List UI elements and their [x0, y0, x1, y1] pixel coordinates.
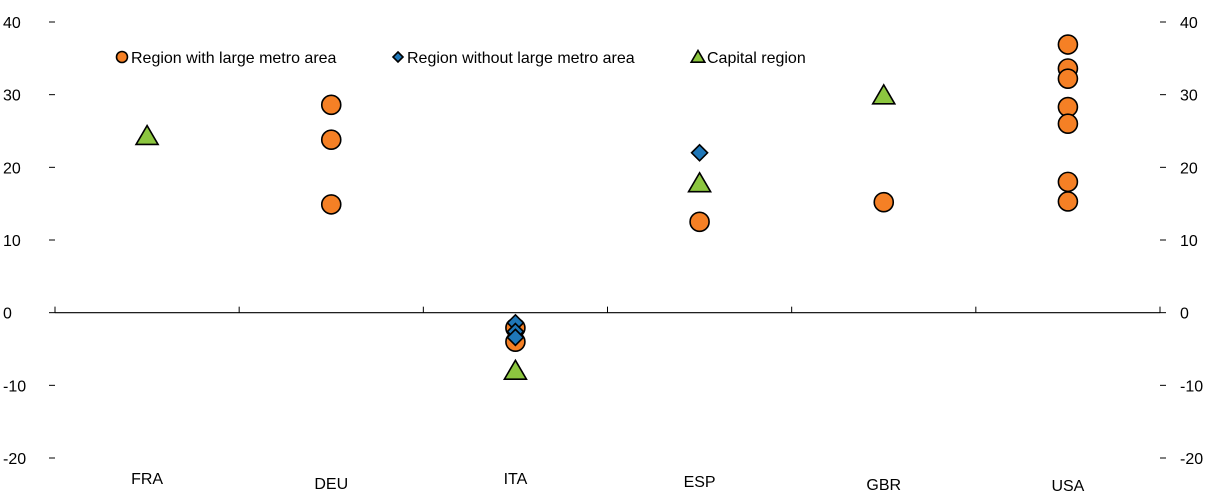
x-tick-label: ESP	[684, 474, 716, 491]
legend-marker-circle	[115, 50, 129, 64]
y-tick-label-right: 20	[1180, 160, 1198, 177]
y-tick-label-right: -20	[1180, 451, 1203, 468]
data-point-triangle	[502, 358, 528, 381]
y-tick-label-left: 10	[3, 233, 21, 250]
legend-marker-triangle	[689, 48, 707, 64]
data-point-diamond	[690, 143, 709, 162]
y-tick-label-right: 40	[1180, 15, 1198, 32]
y-tick-label-right: -10	[1180, 378, 1203, 395]
data-point-circle	[689, 211, 710, 233]
y-tick-label-right: 0	[1180, 306, 1189, 323]
data-point-circle	[1057, 171, 1079, 193]
data-point-circle	[1057, 191, 1079, 212]
y-tick-label-left: 20	[3, 160, 21, 177]
legend-label: Region without large metro area	[407, 50, 635, 67]
data-point-circle	[1057, 68, 1079, 89]
legend-marker-diamond	[391, 50, 405, 64]
y-tick-label-right: 10	[1180, 233, 1198, 250]
data-point-circle	[1057, 113, 1079, 135]
x-tick-label: FRA	[131, 471, 163, 488]
data-point-circle	[320, 129, 342, 151]
x-tick-label: DEU	[314, 476, 348, 493]
data-point-circle	[873, 191, 895, 213]
y-tick-label-left: 0	[3, 306, 12, 323]
data-point-triangle	[871, 83, 897, 105]
y-tick-label-left: -20	[3, 451, 26, 468]
legend: Region with large metro area Region witho…	[115, 48, 806, 67]
y-tick-label-right: 30	[1180, 88, 1198, 105]
legend-label: Capital region	[707, 50, 806, 67]
data-point-circle	[1057, 34, 1079, 55]
axes: -20 -20 -10 -10 0 0 10 10 20 20 30 30 40 40 FRA DEU ITA E…	[3, 15, 1203, 495]
y-tick-label-left: 30	[3, 88, 21, 105]
x-tick-label: ITA	[504, 471, 528, 488]
x-tick-label: GBR	[866, 477, 901, 494]
y-tick-label-left: -10	[3, 378, 26, 395]
data-point-triangle	[687, 171, 713, 193]
legend-label: Region with large metro area	[131, 50, 337, 67]
data-point-circle	[320, 194, 342, 215]
x-tick-label: USA	[1051, 478, 1084, 495]
y-tick-label-left: 40	[3, 15, 21, 32]
data-marks	[134, 34, 1079, 381]
data-point-diamond	[506, 328, 525, 347]
data-point-circle	[320, 94, 342, 116]
data-point-triangle	[134, 123, 160, 146]
